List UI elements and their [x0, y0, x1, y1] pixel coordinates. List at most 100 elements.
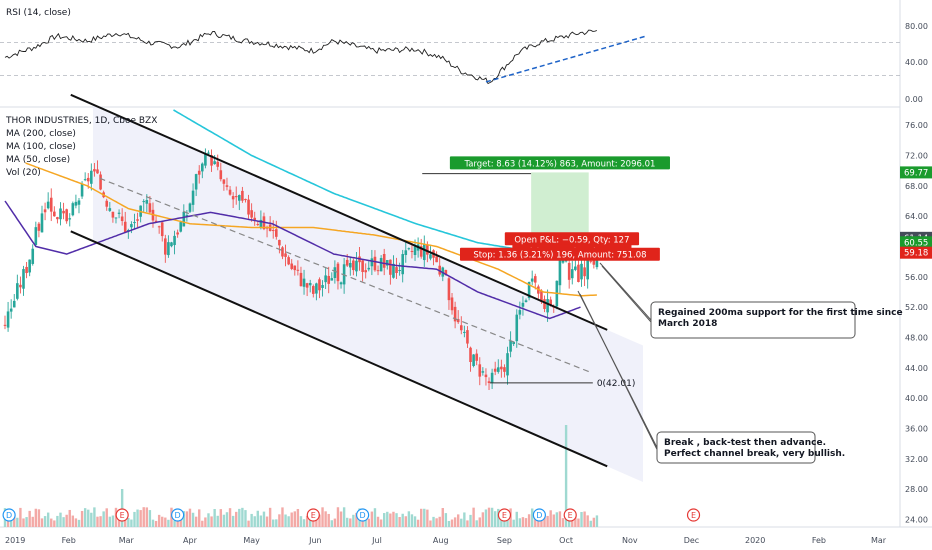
- volume-bar: [407, 511, 411, 527]
- candle-body: [293, 265, 297, 271]
- candle-body: [398, 270, 401, 272]
- candle-body: [201, 163, 204, 172]
- volume-bar: [327, 513, 330, 527]
- time-tick-label: Feb: [812, 536, 826, 545]
- rsi-pane: [0, 29, 900, 85]
- legend-title[interactable]: THOR INDUSTRIES, 1D, Cboe BZX: [5, 116, 157, 126]
- volume-bar: [512, 519, 515, 527]
- volume-bar: [481, 512, 485, 527]
- volume-bar: [25, 517, 28, 527]
- volume-bar: [83, 508, 87, 527]
- volume-bar: [564, 425, 568, 527]
- volume-bar: [231, 515, 235, 527]
- time-tick-label: Aug: [433, 536, 449, 545]
- volume-bar: [463, 512, 466, 527]
- volume-bar: [386, 511, 389, 527]
- pnl-label-bg: [504, 232, 640, 246]
- time-tick-label: Jul: [371, 536, 382, 545]
- legend-ma100[interactable]: MA (100, close): [6, 142, 76, 152]
- candle-body: [99, 174, 102, 190]
- time-tick-label: Dec: [684, 536, 699, 545]
- channel-fill: [93, 104, 643, 483]
- candle-body: [182, 211, 186, 227]
- volume-bar: [456, 514, 460, 527]
- volume-bar: [506, 516, 509, 527]
- volume-bar: [318, 514, 321, 527]
- price-tick-label: 28.00: [905, 485, 928, 494]
- candle-body: [37, 223, 41, 231]
- volume-bar: [595, 515, 599, 527]
- candle-body: [284, 253, 287, 257]
- price-tick-label: 24.00: [905, 515, 928, 524]
- volume-bar: [37, 509, 41, 527]
- candle-body: [395, 267, 398, 274]
- candle-body: [459, 325, 463, 331]
- candle-body: [444, 270, 448, 275]
- volume-bar: [272, 519, 275, 527]
- candle-body: [345, 259, 349, 266]
- candle-body: [120, 216, 124, 222]
- earnings-marker: [497, 508, 512, 522]
- legend-ma50[interactable]: MA (50, close): [6, 155, 70, 165]
- rsi-legend[interactable]: RSI (14, close): [6, 8, 71, 18]
- candle-body: [401, 254, 405, 275]
- volume-bar: [194, 516, 198, 527]
- candle-body: [429, 254, 432, 259]
- legend-ma200[interactable]: MA (200, close): [6, 129, 76, 139]
- volume-bar: [527, 514, 531, 527]
- candle-body: [311, 286, 315, 294]
- price-tick-label: 76.00: [905, 121, 928, 130]
- candle-body: [188, 203, 192, 212]
- time-tick-label: Apr: [183, 536, 198, 545]
- candle-body: [466, 330, 469, 344]
- price-tick-label: 40.00: [905, 394, 928, 403]
- rsi-tick-40: 40.00: [905, 58, 928, 67]
- candle-body: [389, 259, 392, 275]
- volume-bar: [46, 512, 50, 527]
- volume-bar: [56, 515, 59, 527]
- candle-body: [299, 272, 303, 287]
- candle-body: [83, 179, 87, 181]
- volume-bar: [577, 518, 580, 527]
- candle-body: [435, 256, 438, 263]
- volume-bar: [364, 515, 367, 527]
- candle-body: [540, 290, 543, 302]
- volume-bar: [16, 517, 19, 527]
- volume-bar: [80, 510, 84, 527]
- volume-bar: [71, 515, 75, 527]
- ma50-line: [4, 200, 581, 320]
- candle-body: [142, 201, 146, 203]
- candle-body: [382, 253, 386, 268]
- volume-bar: [188, 508, 192, 527]
- callout-break-pointer-2: [579, 293, 658, 450]
- volume-bar: [148, 510, 152, 527]
- volume-bar: [9, 519, 13, 527]
- volume-bar: [574, 514, 577, 527]
- candle-body: [179, 222, 183, 232]
- volume-bar: [262, 511, 266, 527]
- candle-body: [287, 257, 290, 265]
- volume-bar: [509, 508, 512, 527]
- volume-bar: [586, 515, 589, 527]
- legend-vol[interactable]: Vol (20): [6, 168, 41, 178]
- candle-body: [222, 179, 226, 184]
- target-label: Target: 8.63 (14.12%) 863, Amount: 2096.…: [463, 159, 655, 169]
- volume-bar: [552, 514, 555, 527]
- candle-body: [96, 169, 99, 174]
- volume-bar: [333, 518, 337, 527]
- volume-bar: [404, 516, 407, 527]
- volume-bar: [142, 507, 145, 527]
- volume-bar: [213, 509, 216, 527]
- candle-body: [253, 217, 257, 222]
- time-tick-label: Feb: [62, 536, 76, 545]
- candle-body: [148, 203, 152, 213]
- candle-body: [296, 269, 300, 271]
- candle-body: [478, 364, 482, 377]
- price-axis-tag-bg: [900, 246, 932, 259]
- target-zone: [531, 172, 589, 243]
- candle-body: [370, 258, 374, 267]
- candle-body: [117, 212, 121, 214]
- candle-body: [385, 260, 389, 266]
- candle-body: [512, 341, 515, 345]
